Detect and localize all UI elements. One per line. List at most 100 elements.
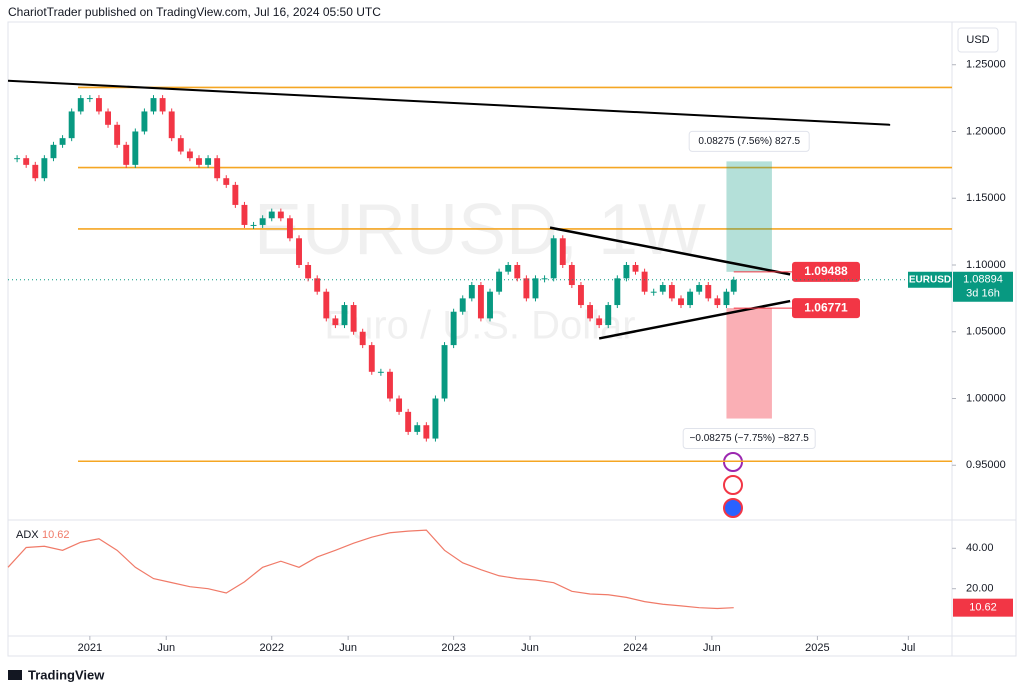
candle xyxy=(568,264,575,286)
event-icon[interactable] xyxy=(723,498,743,518)
candle xyxy=(505,264,512,272)
event-icons[interactable] xyxy=(723,452,743,518)
candle xyxy=(423,425,430,439)
candle xyxy=(596,318,603,326)
candle xyxy=(77,98,84,112)
candle xyxy=(277,211,284,219)
y-tick-label: 0.95000 xyxy=(966,459,1006,471)
candle xyxy=(68,111,75,139)
candle xyxy=(641,271,648,292)
candle xyxy=(587,305,593,319)
candle xyxy=(259,218,266,225)
candle xyxy=(696,285,703,292)
price-label-box xyxy=(792,298,860,319)
candle xyxy=(550,238,557,279)
y-tick-label: 1.05000 xyxy=(966,326,1006,338)
trendline xyxy=(7,79,891,126)
candle xyxy=(23,158,30,165)
candle xyxy=(523,278,530,299)
price-label: 1.06771 xyxy=(804,300,848,314)
candle xyxy=(687,291,694,306)
candle xyxy=(678,298,684,306)
candle xyxy=(705,285,712,299)
adx-line xyxy=(7,529,734,610)
indicator-last: 10.62 xyxy=(969,602,997,614)
candle xyxy=(668,285,675,299)
stop-label-box xyxy=(682,428,816,450)
candle xyxy=(177,138,184,152)
candle xyxy=(314,278,321,292)
price-label-box xyxy=(792,261,860,282)
candle xyxy=(123,144,130,165)
y-tick-label: 20.00 xyxy=(966,583,994,595)
candle xyxy=(468,285,475,299)
watermark-title: EURUSD, 1W xyxy=(254,190,706,270)
publish-header: ChariotTrader published on TradingView.c… xyxy=(8,5,381,19)
candle xyxy=(332,318,339,326)
candle xyxy=(359,331,366,346)
x-tick-label: Jun xyxy=(339,642,357,654)
trendline xyxy=(549,226,791,276)
candle xyxy=(650,291,657,293)
candle xyxy=(441,345,448,399)
symbol-box xyxy=(908,271,952,288)
candle xyxy=(605,305,612,326)
indicator-last-box xyxy=(953,598,1013,617)
price-label: 1.09488 xyxy=(804,264,848,278)
candle xyxy=(59,138,66,145)
last-price-box xyxy=(953,271,1013,302)
y-tick-label: 1.10000 xyxy=(966,259,1006,271)
trendline xyxy=(598,299,791,340)
countdown: 3d 16h xyxy=(966,288,1000,300)
candle xyxy=(559,238,566,265)
candle xyxy=(223,178,230,185)
x-tick-label: 2022 xyxy=(259,642,283,654)
candle xyxy=(232,184,239,205)
currency[interactable]: USD xyxy=(966,34,989,46)
candle xyxy=(186,151,193,159)
candle xyxy=(377,371,384,373)
target-label: 0.08275 (7.56%) 827.5 xyxy=(698,136,800,147)
candle xyxy=(714,298,721,306)
target-zone xyxy=(726,161,772,272)
stop-zone xyxy=(726,308,772,419)
x-tick-label: Jun xyxy=(521,642,539,654)
candle xyxy=(250,224,257,226)
candle xyxy=(50,144,57,159)
candle xyxy=(86,98,93,100)
x-tick-label: 2023 xyxy=(441,642,465,654)
frame xyxy=(7,21,1017,657)
candle xyxy=(141,111,148,132)
x-tick-label: Jul xyxy=(901,642,915,654)
logo: TradingView xyxy=(8,667,105,682)
candle xyxy=(532,278,539,299)
candle xyxy=(577,285,584,306)
indicator-title: ADX xyxy=(16,529,39,541)
candle xyxy=(196,158,202,165)
y-tick-label: 1.00000 xyxy=(966,392,1006,404)
candle xyxy=(105,111,111,125)
x-tick-label: 2024 xyxy=(623,642,647,654)
candle xyxy=(205,158,212,165)
candle xyxy=(159,98,166,112)
candle xyxy=(396,398,403,412)
y-tick-label: 1.20000 xyxy=(966,125,1006,137)
candle xyxy=(41,158,48,179)
candle xyxy=(496,271,503,292)
indicator-value: 10.62 xyxy=(42,529,70,541)
y-tick-label: 1.15000 xyxy=(966,192,1006,204)
stop-label: −0.08275 (−7.75%) −827.5 xyxy=(690,433,810,444)
candle xyxy=(368,345,375,372)
candle xyxy=(296,238,302,265)
x-tick-label: Jun xyxy=(157,642,175,654)
candle xyxy=(168,111,175,139)
candle xyxy=(150,98,157,112)
candle xyxy=(305,264,312,279)
event-icon[interactable] xyxy=(723,475,743,495)
currency-box[interactable] xyxy=(957,27,999,53)
candle xyxy=(623,264,630,279)
candle xyxy=(286,218,293,239)
x-tick-label: 2025 xyxy=(805,642,829,654)
candle xyxy=(95,98,102,112)
logo-mark xyxy=(8,670,22,680)
